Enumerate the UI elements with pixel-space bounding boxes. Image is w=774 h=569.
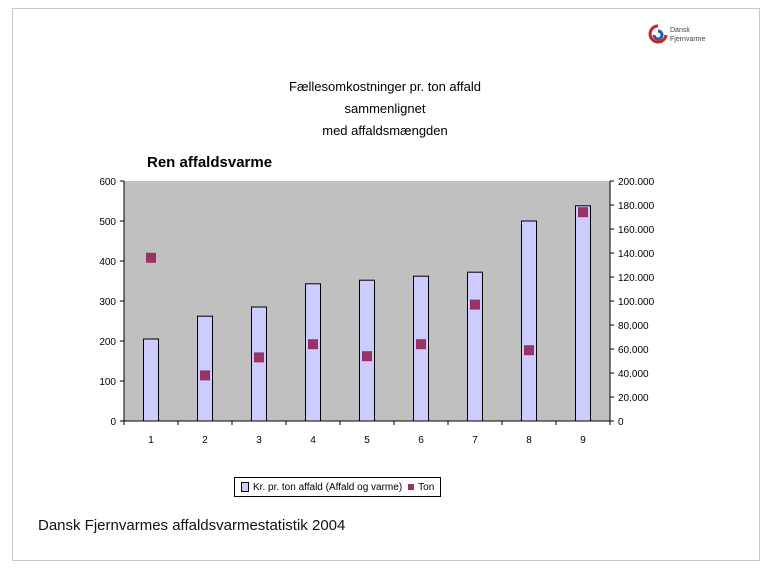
y2-tick-label: 200.000 xyxy=(618,177,655,188)
data-point xyxy=(146,252,156,263)
y-tick-label: 500 xyxy=(99,217,116,228)
x-tick-label: 5 xyxy=(364,435,370,446)
x-tick-label: 3 xyxy=(256,435,262,446)
y-tick-label: 200 xyxy=(99,337,116,348)
bar xyxy=(143,338,159,422)
data-point xyxy=(470,299,480,310)
bar xyxy=(305,283,321,422)
y-tick-label: 0 xyxy=(110,417,116,428)
x-tick-label: 8 xyxy=(526,435,532,446)
y2-tick-label: 40.000 xyxy=(618,369,649,380)
y2-tick-label: 20.000 xyxy=(618,393,649,404)
y-tick-label: 600 xyxy=(99,177,116,188)
data-point xyxy=(416,339,426,350)
data-point xyxy=(524,345,534,356)
bar xyxy=(521,220,537,422)
x-tick-label: 6 xyxy=(418,435,424,446)
chart-title: Fællesomkostninger pr. ton affald sammen… xyxy=(200,76,570,142)
title-line: sammenlignet xyxy=(344,101,426,116)
legend-bar-label: Kr. pr. ton affald (Affald og varme) xyxy=(253,481,403,493)
y-tick-label: 300 xyxy=(99,297,116,308)
bar xyxy=(197,315,213,422)
bar xyxy=(467,271,483,422)
chart-subtitle: Ren affaldsvarme xyxy=(147,154,273,171)
x-tick-label: 2 xyxy=(202,435,208,446)
y2-tick-label: 180.000 xyxy=(618,201,655,212)
legend-entry-points: Ton xyxy=(408,482,434,493)
data-point xyxy=(578,207,588,218)
y2-tick-label: 140.000 xyxy=(618,249,655,260)
x-tick-label: 1 xyxy=(148,435,154,446)
logo-text: Dansk Fjernvarme xyxy=(670,27,706,43)
y2-tick-label: 0 xyxy=(618,417,624,428)
data-point xyxy=(254,352,264,363)
slide-frame xyxy=(12,8,760,561)
legend-entry-bars: Kr. pr. ton affald (Affald og varme) xyxy=(241,482,402,493)
bar xyxy=(359,279,375,422)
legend-bar-swatch xyxy=(241,482,249,492)
y-tick-label: 400 xyxy=(99,257,116,268)
legend-point-label: Ton xyxy=(418,481,435,493)
data-point xyxy=(200,370,210,381)
bar xyxy=(251,306,267,422)
y2-tick-label: 120.000 xyxy=(618,273,655,284)
x-tick-label: 4 xyxy=(310,435,316,446)
x-tick-label: 9 xyxy=(580,435,586,446)
y-tick-label: 100 xyxy=(99,377,116,388)
legend-point-swatch xyxy=(408,484,415,490)
legend: Kr. pr. ton affald (Affald og varme) Ton xyxy=(234,477,442,497)
title-line: med affaldsmængden xyxy=(322,123,448,138)
source-note: Dansk Fjernvarmes affaldsvarmestatistik … xyxy=(38,517,346,534)
x-tick-label: 7 xyxy=(472,435,478,446)
data-point xyxy=(308,339,318,350)
logo-icon xyxy=(648,24,668,44)
logo: Dansk Fjernvarme xyxy=(648,24,738,50)
y2-tick-label: 80.000 xyxy=(618,321,649,332)
title-line: Fællesomkostninger pr. ton affald xyxy=(289,79,481,94)
y2-tick-label: 160.000 xyxy=(618,225,655,236)
bar xyxy=(575,205,591,422)
y2-tick-label: 60.000 xyxy=(618,345,649,356)
data-point xyxy=(362,351,372,362)
y2-tick-label: 100.000 xyxy=(618,297,655,308)
